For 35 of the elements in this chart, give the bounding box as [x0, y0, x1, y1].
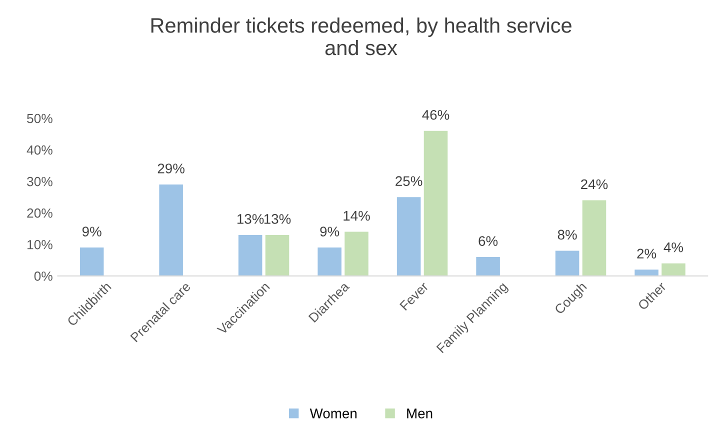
bar — [662, 263, 686, 276]
data-label: 13% — [264, 214, 291, 224]
legend-label: Women — [310, 408, 357, 418]
data-label: 9% — [320, 226, 340, 236]
y-tick-label: 20% — [27, 208, 52, 218]
legend-label: Men — [407, 408, 432, 418]
data-label: 8% — [558, 230, 577, 240]
bar — [396, 197, 421, 276]
data-label: 2% — [637, 248, 656, 258]
y-tick-label: 50% — [27, 114, 52, 124]
bar — [344, 232, 368, 276]
data-label: 46% — [422, 110, 450, 120]
data-label: 6% — [478, 236, 498, 246]
y-tick-label: 0% — [34, 272, 52, 281]
bar — [476, 257, 500, 276]
y-tick-label: 30% — [26, 176, 52, 186]
bar — [424, 130, 448, 276]
data-label: 25% — [396, 176, 422, 186]
bar — [555, 250, 580, 276]
data-label: 24% — [581, 179, 608, 190]
y-tick-label: 40% — [26, 145, 52, 155]
bar — [318, 248, 342, 276]
data-label: 9% — [82, 226, 102, 236]
data-label: 14% — [344, 210, 370, 221]
bar — [159, 184, 183, 276]
y-tick-label: 10% — [28, 240, 52, 250]
data-label: 29% — [158, 164, 184, 174]
chart-title: Reminder tickets redeemed, by health service and sex — [151, 18, 572, 56]
data-label: 13% — [237, 214, 264, 224]
data-label: 4% — [664, 242, 684, 252]
bar — [238, 234, 262, 276]
bar — [265, 234, 290, 276]
bar — [582, 200, 606, 276]
bar — [80, 248, 104, 276]
bar — [634, 270, 658, 276]
